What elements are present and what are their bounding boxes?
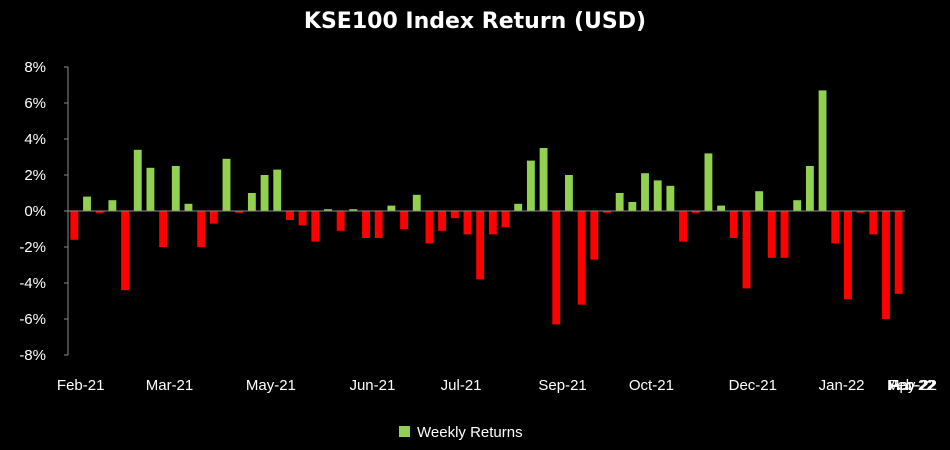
bar-53 [742, 211, 751, 289]
bar-1 [83, 196, 91, 211]
bar-0 [70, 211, 79, 240]
y-tick-label-0: 8% [24, 59, 46, 76]
bar-43 [615, 193, 624, 211]
bar-45 [641, 173, 649, 211]
bar-2 [95, 211, 104, 213]
bar-5 [133, 149, 142, 211]
y-tick-label-8: -8% [19, 347, 46, 364]
x-tick-label-3: Jun-21 [349, 377, 395, 394]
bar-22 [349, 209, 358, 211]
y-tick-label-4: 0% [24, 203, 46, 220]
bar-17 [286, 211, 294, 220]
chart-title: KSE100 Index Return (USD) [304, 9, 646, 34]
bar-30 [450, 211, 459, 219]
bar-33 [488, 211, 497, 235]
bar-25 [387, 205, 396, 211]
bar-58 [805, 166, 814, 211]
y-tick-label-5: -2% [19, 239, 46, 256]
bar-47 [666, 185, 675, 211]
bar-63 [869, 211, 878, 235]
bar-65 [894, 211, 903, 294]
bar-52 [729, 211, 738, 238]
x-tick-label-10: Apr-22 [889, 377, 934, 394]
legend-swatch [399, 426, 410, 437]
x-tick-label-1: Mar-21 [146, 377, 194, 394]
bar-28 [425, 211, 434, 244]
bar-62 [856, 211, 865, 213]
bar-11 [209, 211, 218, 224]
y-tick-label-7: -6% [19, 311, 46, 328]
bars-group [70, 90, 903, 325]
bar-57 [793, 200, 802, 211]
x-tick-label-9: Feb-22 [888, 377, 936, 394]
bar-8 [171, 166, 180, 211]
bar-27 [412, 194, 421, 211]
y-tick-label-6: -4% [19, 275, 46, 292]
bar-29 [438, 211, 447, 231]
bar-36 [526, 160, 535, 211]
bar-31 [463, 211, 472, 235]
bar-13 [235, 211, 244, 213]
axes [67, 67, 905, 355]
x-tick-label-6: Oct-21 [629, 377, 674, 394]
bar-40 [577, 211, 586, 305]
bar-60 [831, 211, 840, 244]
bar-46 [653, 180, 662, 211]
bar-16 [273, 169, 282, 211]
bar-15 [260, 175, 269, 211]
bar-14 [247, 193, 256, 211]
bar-24 [374, 211, 383, 238]
y-tick-label-3: 2% [24, 167, 46, 184]
x-axis-ticks: Feb-21 Mar-21 May-21 Jun-21 Jul-21 Sep-21 Oct-… [57, 377, 937, 394]
bar-38 [552, 211, 561, 325]
x-tick-label-2: May-21 [246, 377, 296, 394]
bar-10 [197, 211, 206, 247]
bar-59 [818, 90, 827, 211]
bar-64 [882, 211, 890, 319]
x-tick-label-11: May-22 [887, 377, 937, 394]
bar-9 [184, 203, 193, 211]
bar-21 [336, 211, 345, 231]
bar-44 [628, 202, 637, 211]
bar-50 [704, 153, 713, 211]
x-tick-label-5: Sep-21 [538, 377, 586, 394]
bar-51 [717, 205, 726, 211]
bar-54 [755, 191, 764, 211]
bar-39 [565, 175, 573, 211]
bar-19 [311, 211, 320, 242]
bar-20 [324, 209, 332, 211]
bar-35 [514, 203, 523, 211]
y-axis-ticks: 8% 6% 4% 2% 0% -2% -4% -6% -8% [19, 59, 68, 364]
bar-18 [298, 211, 307, 226]
bar-3 [108, 200, 117, 211]
bar-26 [400, 211, 408, 229]
legend-label: Weekly Returns [417, 424, 523, 441]
bar-61 [844, 211, 852, 300]
x-tick-label-7: Dec-21 [729, 377, 777, 394]
bar-42 [603, 211, 611, 213]
bar-34 [501, 211, 510, 228]
bar-48 [679, 211, 687, 242]
legend: Weekly Returns [399, 424, 523, 441]
y-tick-label-1: 6% [24, 95, 46, 112]
bar-55 [767, 211, 776, 258]
bar-23 [362, 211, 370, 238]
x-tick-label-0: Feb-21 [57, 377, 105, 394]
bar-56 [780, 211, 789, 258]
bar-12 [222, 158, 231, 211]
x-tick-label-4: Jul-21 [441, 377, 482, 394]
bar-6 [146, 167, 155, 211]
bar-7 [159, 211, 168, 247]
x-tick-label-8: Jan-22 [819, 377, 865, 394]
bar-37 [539, 148, 548, 211]
bar-41 [590, 211, 599, 260]
y-tick-label-2: 4% [24, 131, 46, 148]
bar-49 [691, 211, 700, 213]
bar-32 [476, 211, 485, 280]
bar-4 [121, 211, 129, 291]
